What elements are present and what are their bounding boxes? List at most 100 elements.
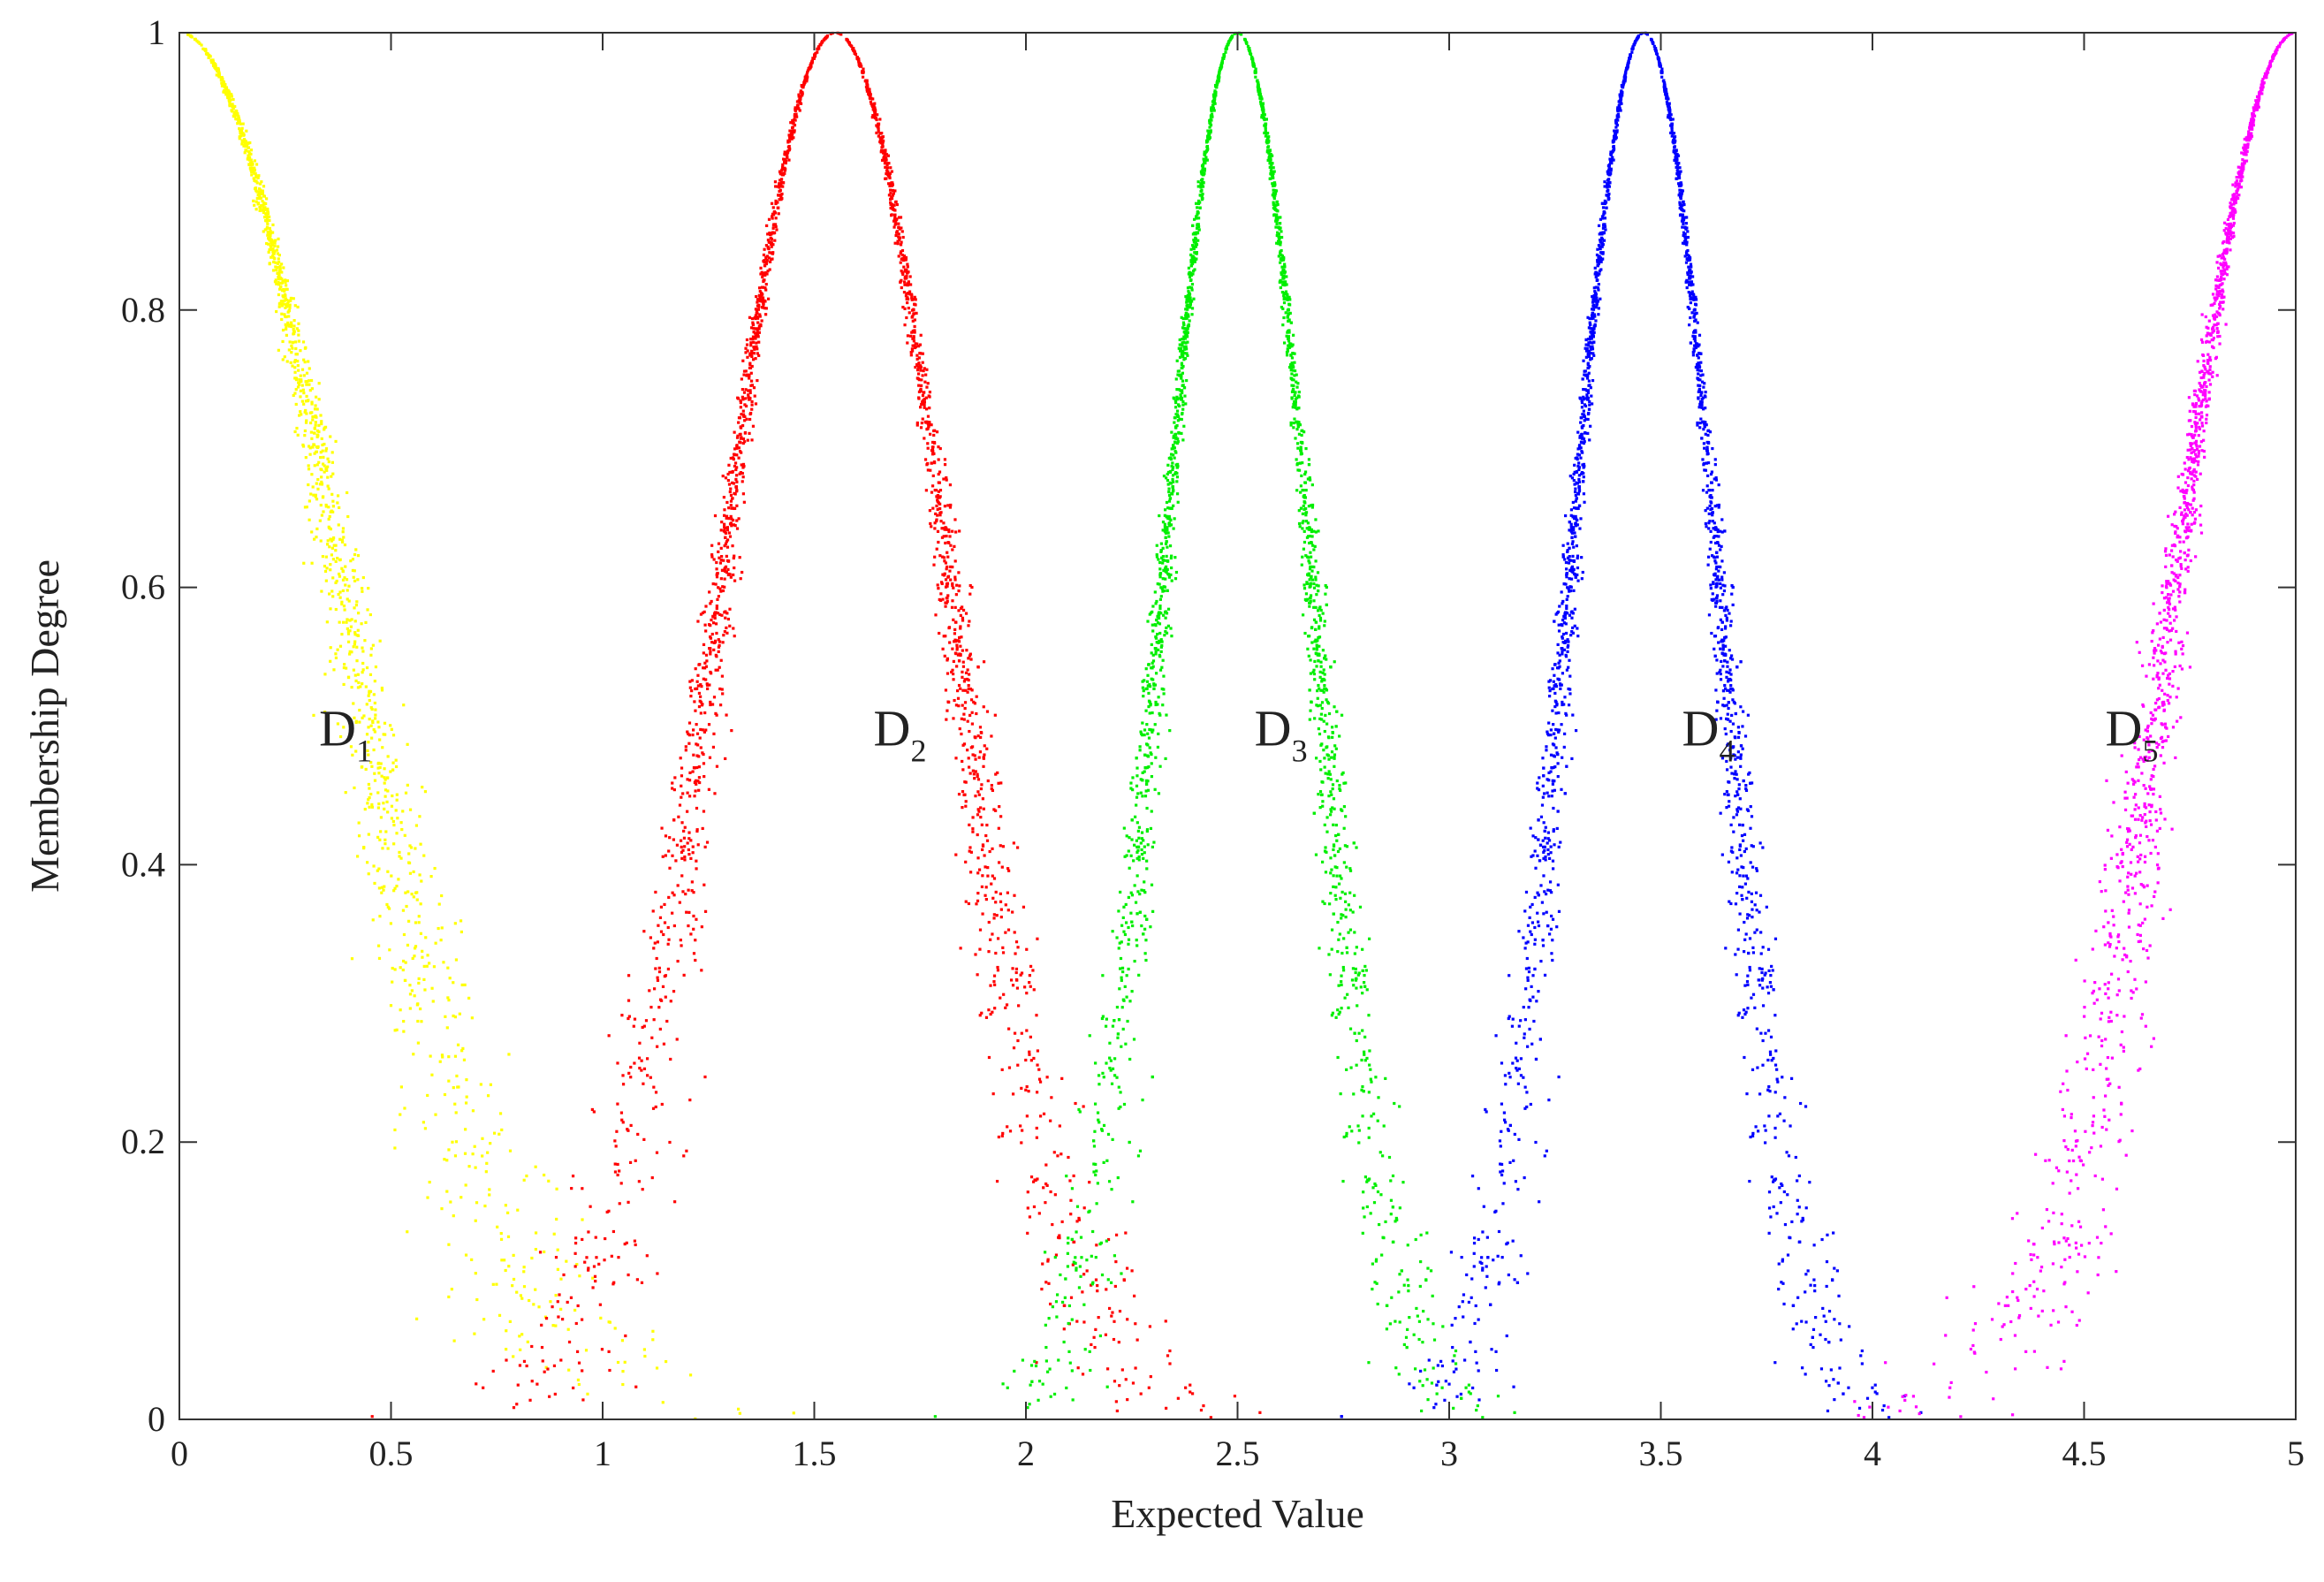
scatter-point <box>221 83 224 87</box>
scatter-point <box>308 445 311 448</box>
scatter-point <box>368 795 371 800</box>
scatter-point <box>1013 894 1016 897</box>
scatter-point <box>446 996 450 1000</box>
scatter-point <box>1037 1068 1041 1071</box>
scatter-point <box>265 217 270 220</box>
scatter-point <box>265 227 269 231</box>
scatter-point <box>457 1085 460 1089</box>
scatter-point <box>1166 526 1169 529</box>
scatter-point <box>953 651 958 655</box>
scatter-point <box>1309 582 1313 585</box>
scatter-point <box>1075 1220 1079 1223</box>
scatter-point <box>1176 500 1180 504</box>
scatter-point <box>352 575 355 579</box>
scatter-point <box>1135 774 1139 778</box>
scatter-point <box>247 149 250 154</box>
scatter-point <box>1264 127 1267 131</box>
scatter-point <box>357 821 361 825</box>
scatter-point <box>407 852 411 856</box>
scatter-point <box>739 400 742 405</box>
scatter-point <box>340 602 344 606</box>
scatter-point <box>238 126 241 131</box>
scatter-point <box>763 307 767 310</box>
scatter-point <box>771 231 775 234</box>
scatter-point <box>534 1288 537 1291</box>
scatter-point <box>1132 1294 1136 1297</box>
scatter-point <box>718 687 722 691</box>
scatter-point <box>351 558 355 561</box>
scatter-point <box>661 855 665 858</box>
scatter-point <box>1066 1265 1070 1268</box>
scatter-point <box>1092 1162 1096 1166</box>
scatter-point <box>794 106 797 110</box>
scatter-point <box>933 429 937 432</box>
scatter-point <box>912 308 915 311</box>
scatter-point <box>1012 1046 1016 1050</box>
scatter-point <box>720 613 724 617</box>
scatter-point <box>671 891 674 894</box>
scatter-point <box>638 1041 642 1045</box>
scatter-point <box>1340 980 1343 984</box>
scatter-point <box>1028 1053 1031 1056</box>
scatter-point <box>1290 372 1294 376</box>
scatter-point <box>227 95 232 99</box>
scatter-point <box>968 729 971 734</box>
scatter-point <box>369 653 373 657</box>
scatter-point <box>978 726 983 729</box>
scatter-point <box>385 902 389 907</box>
scatter-point <box>228 97 232 102</box>
scatter-point <box>702 810 706 813</box>
scatter-point <box>958 659 961 663</box>
scatter-point <box>1293 400 1296 404</box>
scatter-point <box>1313 678 1317 681</box>
scatter-point <box>910 347 914 351</box>
scatter-point <box>346 618 349 621</box>
scatter-point <box>671 911 674 915</box>
scatter-point <box>764 307 768 310</box>
scatter-point <box>1211 93 1216 96</box>
scatter-point <box>1121 1027 1125 1031</box>
scatter-point <box>1157 696 1160 699</box>
scatter-point <box>1094 1278 1098 1282</box>
scatter-point <box>1170 430 1173 434</box>
scatter-point <box>723 611 726 614</box>
scatter-point <box>623 1243 627 1246</box>
scatter-point <box>930 484 935 488</box>
scatter-point <box>801 90 804 94</box>
scatter-point <box>763 300 767 303</box>
scatter-point <box>925 407 929 411</box>
scatter-point <box>265 197 269 201</box>
scatter-point <box>703 666 707 670</box>
scatter-point <box>949 544 953 547</box>
scatter-point <box>921 393 925 398</box>
scatter-point <box>1171 474 1175 477</box>
scatter-point <box>1014 940 1019 944</box>
scatter-point <box>474 1272 477 1275</box>
scatter-point <box>809 65 813 68</box>
scatter-point <box>1158 560 1162 565</box>
scatter-point <box>323 442 326 446</box>
scatter-point <box>1011 910 1014 914</box>
scatter-point <box>1253 70 1257 73</box>
scatter-point <box>1425 1231 1429 1235</box>
scatter-point <box>1404 1335 1409 1339</box>
scatter-point <box>784 160 787 164</box>
scatter-point <box>943 572 946 575</box>
scatter-point <box>909 283 913 286</box>
scatter-point <box>340 600 344 604</box>
scatter-point <box>373 779 377 782</box>
scatter-point <box>903 283 907 286</box>
scatter-point <box>273 257 277 261</box>
scatter-point <box>291 341 294 345</box>
scatter-point <box>781 163 785 166</box>
scatter-point <box>888 171 892 175</box>
scatter-point <box>336 722 340 726</box>
scatter-point <box>958 635 961 640</box>
scatter-point <box>942 556 946 559</box>
scatter-point <box>1136 890 1140 894</box>
scatter-point <box>277 275 280 279</box>
scatter-point <box>689 695 693 698</box>
scatter-point <box>267 231 270 234</box>
scatter-point <box>1475 1408 1478 1412</box>
scatter-point <box>555 1187 558 1190</box>
